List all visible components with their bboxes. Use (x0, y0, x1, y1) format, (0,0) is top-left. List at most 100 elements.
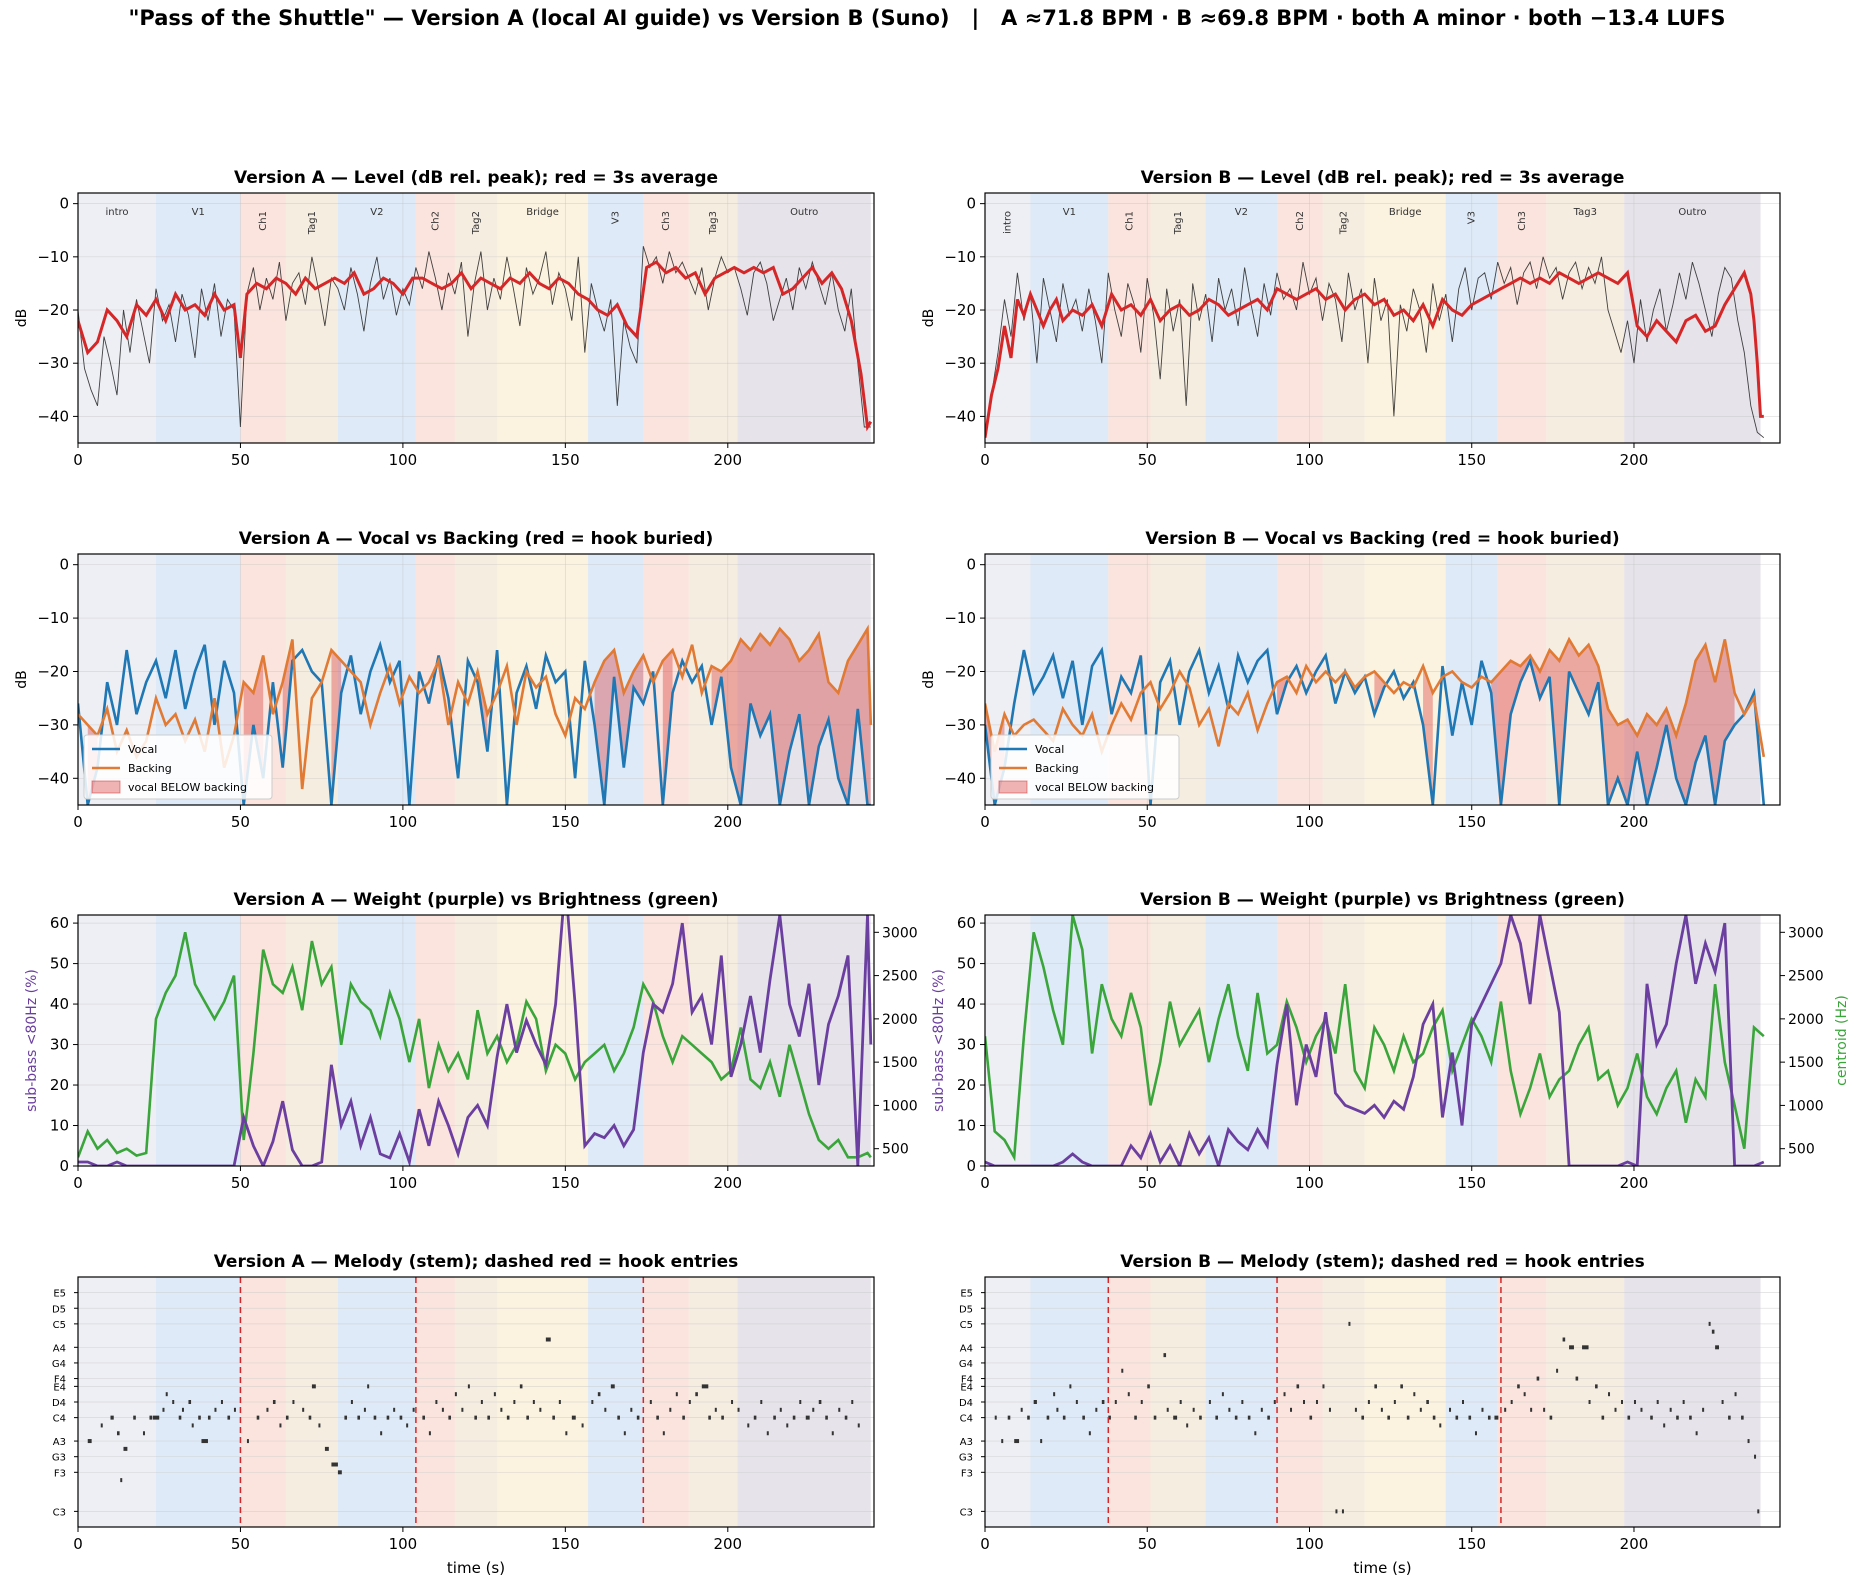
melody-note (1283, 1392, 1286, 1397)
melody-note (344, 1415, 348, 1420)
melody-note (1468, 1415, 1472, 1420)
y-tick-label: D4 (959, 1398, 973, 1409)
melody-note (656, 1415, 659, 1420)
melody-note (1179, 1400, 1182, 1404)
x-tick-label: 50 (231, 1535, 250, 1553)
melody-note (1108, 1415, 1111, 1420)
weight-line (985, 915, 1765, 1166)
melody-note (227, 1415, 231, 1420)
melody-note (1400, 1384, 1403, 1389)
melody-note (116, 1431, 120, 1436)
melody-note (1260, 1407, 1263, 1412)
section-label: Tag1 (1173, 211, 1184, 235)
y-tick-label: −40 (37, 769, 69, 787)
melody-note (311, 1384, 316, 1389)
melody-note (1380, 1407, 1383, 1412)
melody-note (246, 1439, 249, 1444)
section-label: Tag1 (307, 211, 318, 235)
melody-note (1481, 1407, 1484, 1412)
y-tick-label: 50 (957, 955, 976, 973)
x-tick-label: 150 (1457, 1535, 1486, 1553)
melody-note (367, 1384, 370, 1389)
weight-line (78, 915, 873, 1166)
plot-area (78, 193, 874, 443)
y2-tick-label: 3000 (882, 925, 918, 941)
melody-note (565, 1431, 568, 1436)
panel-vocalB: 0 50 100 150 200 0 −10 −20 −30 −40 Version B — Voc… (921, 529, 1781, 831)
section-band-v2 (337, 915, 416, 1166)
melody-note (1432, 1415, 1436, 1420)
panel-title: Version A — Level (dB rel. peak); red = … (234, 168, 718, 188)
melody-note (1549, 1415, 1553, 1420)
y2-tick-label: 500 (882, 1142, 909, 1158)
y-tick-label: 30 (50, 1036, 69, 1054)
melody-note (1127, 1392, 1130, 1397)
melody-note (721, 1415, 724, 1420)
y-tick-label: D4 (52, 1398, 66, 1409)
melody-note (441, 1407, 444, 1412)
y2-tick-label: 2000 (882, 1012, 918, 1028)
melody-note (1728, 1415, 1731, 1420)
melody-note (714, 1407, 717, 1412)
y-tick-label: 60 (957, 914, 976, 932)
x-tick-label: 0 (73, 1174, 83, 1192)
y-tick-label: D5 (959, 1304, 973, 1315)
y-tick-label: E4 (53, 1382, 66, 1393)
x-tick-label: 100 (1295, 451, 1324, 469)
melody-note (1075, 1400, 1078, 1404)
melody-note (1426, 1400, 1429, 1404)
melody-note (552, 1415, 555, 1420)
melody-note (1007, 1415, 1011, 1420)
melody-note (604, 1407, 607, 1412)
melody-note (1101, 1400, 1105, 1404)
level-raw-line (985, 256, 1765, 439)
section-label: V3 (1467, 211, 1478, 224)
y-tick-label: C4 (960, 1414, 973, 1425)
melody-note (428, 1431, 431, 1436)
x-tick-label: 50 (231, 1174, 250, 1192)
melody-note (1046, 1415, 1050, 1420)
y-tick-label: −10 (944, 609, 976, 627)
section-label: Outro (790, 207, 818, 218)
y-tick-label: C5 (960, 1320, 973, 1331)
y-tick-label: C5 (53, 1320, 66, 1331)
y2-tick-label: 1500 (882, 1055, 918, 1071)
melody-note (500, 1407, 503, 1412)
x-tick-label: 150 (1457, 1174, 1486, 1192)
melody-note (519, 1384, 523, 1389)
melody-note (1140, 1400, 1143, 1404)
melody-note (1462, 1400, 1464, 1404)
legend-box (83, 734, 273, 800)
melody-note (350, 1400, 353, 1404)
section-band-v1 (1030, 193, 1109, 443)
y-tick-label: A3 (53, 1437, 66, 1448)
melody-note (812, 1407, 815, 1412)
section-band-tag3 (1546, 915, 1625, 1166)
y-tick-label: 10 (957, 1117, 976, 1135)
legend-swatch (998, 780, 1028, 794)
y-tick-label: −20 (944, 662, 976, 680)
melody-note (493, 1392, 496, 1397)
section-label: Bridge (1389, 207, 1422, 218)
backing-line (985, 636, 1766, 758)
y2-tick-label: 1000 (882, 1098, 918, 1114)
y-tick-label: −10 (37, 609, 69, 627)
melody-note (1040, 1439, 1043, 1444)
x-tick-label: 0 (73, 451, 83, 469)
buried-area (1423, 666, 1433, 805)
legend: Vocal Backing vocal BELOW backing (83, 734, 273, 800)
y-tick-label: 30 (957, 1036, 976, 1054)
section-band-tag3 (688, 193, 738, 443)
melody-note (708, 1415, 711, 1420)
melody-note (331, 1462, 338, 1467)
y-tick-label: −30 (37, 354, 69, 372)
panel-title: Version B — Melody (stem); dashed red = … (1120, 1252, 1644, 1272)
melody-note (1510, 1400, 1513, 1404)
melody-note (838, 1407, 841, 1412)
section-band-v3 (588, 193, 644, 443)
section-label: Ch2 (430, 211, 441, 231)
melody-note (1095, 1407, 1098, 1412)
x-tick-label: 0 (980, 1174, 990, 1192)
melody-note (675, 1392, 678, 1397)
y-tick-label: 50 (50, 955, 69, 973)
